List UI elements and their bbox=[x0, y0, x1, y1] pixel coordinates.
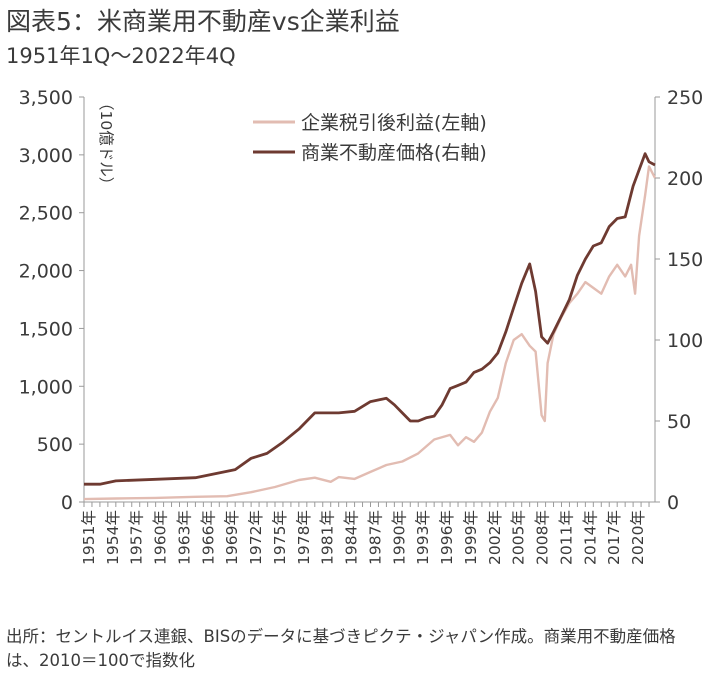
right-tick-label: 250 bbox=[667, 87, 703, 109]
source-note: 出所：セントルイス連銀、BISのデータに基づきピクテ・ジャパン作成。商業用不動産… bbox=[6, 627, 676, 670]
left-tick-label: 2,500 bbox=[19, 203, 73, 225]
x-tick-label: 1966年 bbox=[199, 510, 217, 565]
left-tick-label: 3,500 bbox=[19, 87, 73, 109]
series-line-profits bbox=[83, 165, 657, 501]
x-tick-label: 2020年 bbox=[629, 510, 647, 565]
x-tick-label: 1960年 bbox=[152, 510, 170, 565]
line-chart: 0 500 1,000 1,500 2,000 2,500 3,000 3,500 0 50 100… bbox=[19, 87, 704, 565]
legend-label: 商業不動産価格(右軸) bbox=[301, 142, 487, 164]
chart-subtitle: 1951年1Q～2022年4Q bbox=[6, 44, 236, 68]
x-tick-label: 1975年 bbox=[271, 510, 289, 565]
series-line-prices bbox=[84, 152, 656, 486]
right-tick-label: 100 bbox=[667, 330, 703, 352]
x-tick-label: 1969年 bbox=[223, 510, 241, 565]
left-tick-label: 1,000 bbox=[19, 376, 73, 398]
x-tick-label: 1981年 bbox=[319, 510, 337, 565]
x-tick-label: 1990年 bbox=[390, 510, 408, 565]
x-tick-label: 1978年 bbox=[295, 510, 313, 565]
right-tick-label: 50 bbox=[667, 411, 691, 433]
right-tick-label: 150 bbox=[667, 249, 703, 271]
left-tick-label: 0 bbox=[61, 492, 73, 514]
x-tick-label: 1993年 bbox=[414, 510, 432, 565]
x-tick-label: 2005年 bbox=[510, 510, 528, 565]
x-tick-label: 1996年 bbox=[438, 510, 456, 565]
chart-title: 図表5：米商業用不動産vs企業利益 bbox=[6, 7, 400, 36]
legend-label: 企業税引後利益(左軸) bbox=[301, 112, 487, 134]
x-tick-label: 1999年 bbox=[462, 510, 480, 565]
x-tick-label: 1984年 bbox=[343, 510, 361, 565]
unit-label: （10億ドル） bbox=[97, 95, 115, 192]
x-tick-label: 1972年 bbox=[247, 510, 265, 565]
x-tick-label: 1987年 bbox=[366, 510, 384, 565]
x-tick-label: 2017年 bbox=[605, 510, 623, 565]
x-tick-label: 2002年 bbox=[486, 510, 504, 565]
x-tick-label: 1954年 bbox=[104, 510, 122, 565]
x-tick-label: 2011年 bbox=[557, 510, 575, 565]
x-tick-label: 1963年 bbox=[175, 510, 193, 565]
right-tick-label: 200 bbox=[667, 168, 703, 190]
x-tick-label: 1951年 bbox=[80, 510, 98, 565]
left-tick-label: 2,000 bbox=[19, 261, 73, 283]
left-tick-label: 3,000 bbox=[19, 145, 73, 167]
x-tick-label: 2014年 bbox=[581, 510, 599, 565]
left-tick-label: 1,500 bbox=[19, 318, 73, 340]
right-tick-label: 0 bbox=[667, 492, 679, 514]
x-tick-label: 2008年 bbox=[534, 510, 552, 565]
x-tick-label: 1957年 bbox=[128, 510, 146, 565]
left-tick-label: 500 bbox=[37, 434, 73, 456]
